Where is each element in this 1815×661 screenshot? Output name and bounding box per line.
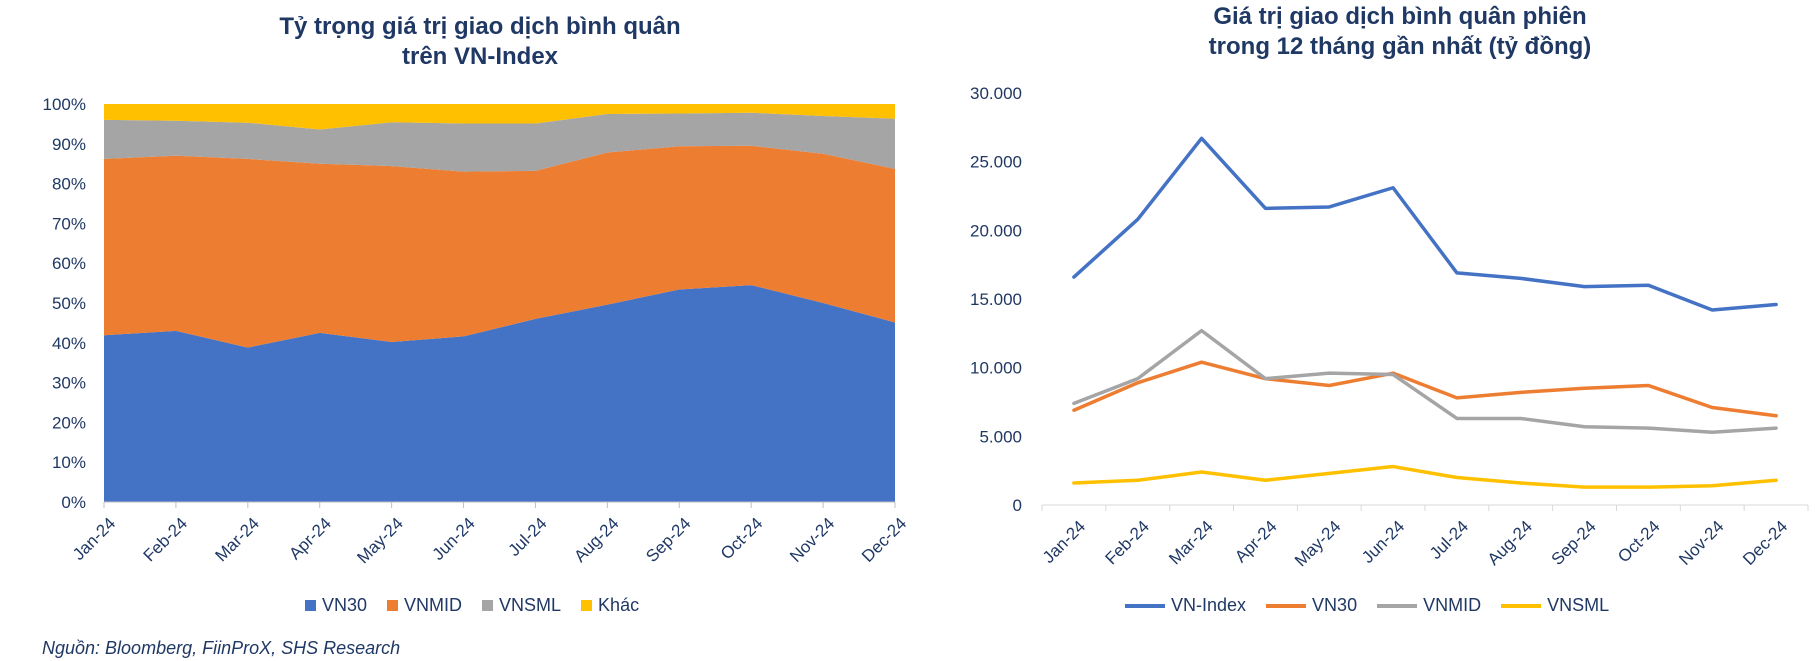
legend-label: VNSML — [499, 595, 562, 615]
right-y-tick-label: 5.000 — [979, 427, 1022, 446]
area-khác — [104, 104, 895, 130]
line-vnsml — [1072, 464, 1778, 489]
legend-swatch — [1125, 603, 1165, 608]
right-y-tick-label: 15.000 — [970, 290, 1022, 309]
left-y-tick-label: 70% — [52, 214, 86, 233]
left-y-tick-label: 0% — [61, 493, 86, 512]
right-y-tick-label: 0 — [1013, 496, 1022, 515]
right-x-tick-label: Oct-24 — [1614, 517, 1664, 567]
left-x-tick-label: Jan-24 — [69, 514, 119, 564]
left-y-tick-label: 40% — [52, 334, 86, 353]
right-chart: 0 5.000 10.000 15.000 20.000 25.000 30.000 Jan-… — [970, 84, 1809, 571]
right-x-tick-label: Jun-24 — [1358, 517, 1408, 567]
legend-swatch — [1377, 603, 1418, 608]
legend-item-vn30: VN30 — [305, 595, 367, 616]
legend-item-vn-index: VN-Index — [1125, 595, 1246, 616]
legend-label: VNMID — [404, 595, 463, 615]
area-vn30 — [104, 285, 895, 502]
area-vnmid — [104, 145, 895, 348]
legend-label: VN30 — [1312, 595, 1358, 615]
left-x-tick-label: Nov-24 — [786, 514, 838, 566]
right-y-tick-label: 25.000 — [970, 153, 1022, 172]
area-vnsml — [104, 112, 895, 172]
legend-label: Khác — [598, 595, 640, 615]
left-chart: 0% 10% 20% 30% 40% 50% 60% 70% 80% 90% 100% Jan-24 F… — [43, 95, 911, 567]
legend-item-vnmid: VNMID — [387, 595, 462, 616]
legend-item-khác: Khác — [581, 595, 639, 616]
left-y-tick-label: 80% — [52, 175, 86, 194]
right-chart-legend: VN-Index VN30 VNMID VNSML — [1125, 595, 1629, 616]
right-x-tick-label: Jul-24 — [1426, 517, 1472, 563]
right-y-tick-label: 30.000 — [970, 84, 1022, 103]
right-y-tick-label: 20.000 — [970, 221, 1022, 240]
line-vnmid — [1072, 328, 1778, 434]
source-note: Nguồn: Bloomberg, FiinProX, SHS Research — [42, 638, 401, 658]
right-x-tick-label: Feb-24 — [1101, 517, 1153, 569]
legend-swatch — [305, 600, 316, 611]
left-x-tick-label: Apr-24 — [285, 514, 335, 564]
legend-swatch — [581, 600, 593, 611]
legend-swatch — [1266, 603, 1307, 608]
right-x-tick-label: Aug-24 — [1484, 517, 1536, 569]
legend-item-vnmid: VNMID — [1377, 595, 1481, 616]
right-x-tick-label: May-24 — [1291, 517, 1345, 571]
line-vn-index — [1072, 136, 1778, 312]
left-x-tick-label: Mar-24 — [212, 514, 264, 566]
left-y-tick-label: 10% — [52, 453, 86, 472]
right-y-tick-label: 10.000 — [970, 359, 1022, 378]
left-y-tick-label: 100% — [43, 95, 86, 114]
left-y-tick-label: 50% — [52, 294, 86, 313]
right-x-tick-label: Nov-24 — [1675, 517, 1727, 569]
left-y-tick-label: 90% — [52, 135, 86, 154]
legend-swatch — [482, 600, 494, 611]
left-x-tick-label: Dec-24 — [858, 514, 910, 566]
right-x-tick-label: Dec-24 — [1739, 517, 1791, 569]
left-x-tick-label: Jun-24 — [429, 514, 479, 564]
left-chart-legend: VN30 VNMID VNSML Khác — [305, 595, 659, 616]
left-x-tick-label: Jul-24 — [505, 514, 551, 560]
right-x-tick-label: Jan-24 — [1039, 517, 1089, 567]
left-x-tick-label: Aug-24 — [570, 514, 622, 566]
legend-item-vn30: VN30 — [1266, 595, 1357, 616]
legend-item-vnsml: VNSML — [482, 595, 561, 616]
line-vn30 — [1072, 360, 1778, 418]
right-chart-title: Giá trị giao dịch bình quân phiên trong … — [1208, 3, 1592, 60]
legend-label: VN-Index — [1171, 595, 1247, 615]
legend-label: VN30 — [322, 595, 368, 615]
left-y-tick-label: 60% — [52, 254, 86, 273]
legend-label: VNMID — [1423, 595, 1482, 615]
left-chart-title: Tỷ trọng giá trị giao dịch bình quân trê… — [279, 13, 681, 70]
left-y-tick-label: 20% — [52, 413, 86, 432]
left-y-tick-label: 30% — [52, 374, 86, 393]
legend-swatch — [1501, 603, 1542, 608]
right-x-tick-label: Mar-24 — [1165, 517, 1217, 569]
right-x-tick-label: Sep-24 — [1548, 517, 1600, 569]
legend-label: VNSML — [1547, 595, 1610, 615]
right-x-tick-label: Apr-24 — [1231, 517, 1281, 567]
legend-swatch — [387, 600, 399, 611]
left-x-tick-label: May-24 — [353, 514, 407, 568]
left-x-tick-label: Oct-24 — [717, 514, 767, 564]
legend-item-vnsml: VNSML — [1501, 595, 1609, 616]
left-x-tick-label: Feb-24 — [140, 514, 192, 566]
left-x-tick-label: Sep-24 — [642, 514, 694, 566]
